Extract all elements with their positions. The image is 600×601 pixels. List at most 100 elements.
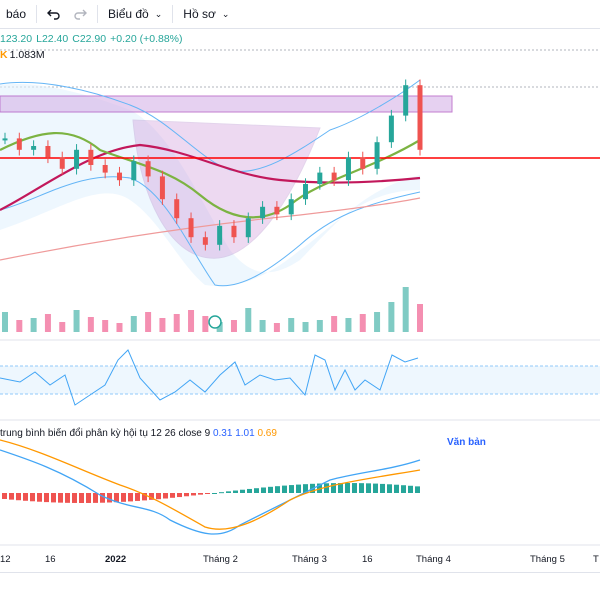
resistance-zone (0, 95, 453, 113)
volume-bar (402, 287, 409, 332)
time-axis-label: T (593, 554, 599, 565)
volume-bar (44, 314, 51, 332)
earnings-marker (208, 315, 222, 329)
macd-histogram-bar (65, 493, 70, 503)
macd-histogram-bar (345, 483, 350, 493)
alert-menu[interactable]: báo (0, 0, 32, 28)
macd-line (0, 449, 421, 535)
macd-histogram-bar (219, 492, 224, 494)
volume-bar (259, 320, 266, 332)
macd-histogram-bar (366, 483, 371, 493)
macd-histogram-bar (128, 493, 133, 502)
volume-bar (417, 304, 423, 332)
macd-legend: trung bình biến đổi phân kỳ hội tụ 12 26… (0, 428, 277, 439)
ohlc-close: C22.90 (72, 33, 107, 45)
macd-histogram-bar (261, 487, 266, 493)
macd-histogram-bar (142, 493, 147, 501)
top-toolbar: báo Biểu đồ ⌄ Hồ sơ ⌄ (0, 0, 600, 29)
bollinger-band-fill (0, 84, 420, 286)
time-axis-label: Tháng 5 (530, 554, 565, 565)
candle-body (174, 199, 180, 219)
ma-green-line (0, 131, 421, 219)
macd-histogram-bar (240, 489, 245, 493)
volume-bar (316, 320, 323, 332)
chart-menu[interactable]: Biểu đồ ⌄ (102, 0, 168, 28)
macd-histogram-bar (359, 483, 364, 493)
volume-bar (331, 316, 338, 332)
macd-histogram-bar (282, 485, 287, 493)
candle-body (102, 165, 108, 173)
macd-histogram (2, 483, 420, 503)
macd-title: trung bình biến đổi phân kỳ hội tụ 12 26… (0, 428, 211, 439)
candle-body (245, 218, 251, 238)
chart-canvas[interactable] (0, 28, 600, 556)
rsi-line (0, 349, 419, 406)
macd-histogram-bar (212, 493, 217, 494)
candle-body (131, 161, 137, 181)
candle-body (202, 237, 208, 245)
macd-histogram-bar (156, 493, 161, 500)
profile-menu[interactable]: Hồ sơ ⌄ (177, 0, 235, 28)
undo-button[interactable] (41, 0, 67, 28)
volume-bar (273, 323, 280, 332)
macd-histogram-bar (51, 493, 56, 503)
macd-histogram-bar (331, 483, 336, 493)
volume-bar (188, 310, 195, 332)
macd-histogram-bar (226, 491, 231, 493)
candle-body (217, 225, 223, 245)
volume-label: K (0, 49, 8, 61)
volume-bar (87, 317, 94, 332)
macd-histogram-bar (79, 493, 84, 503)
ohlc-legend: 123.20 L22.40 C22.90 +0.20 (+0.88%) (0, 33, 187, 45)
undo-icon (47, 9, 60, 20)
candle-body (2, 138, 8, 141)
time-axis-label: 2022 (105, 554, 127, 565)
volume-bar (116, 323, 123, 332)
volume-bar (102, 320, 109, 332)
macd-histogram-bar (163, 493, 168, 499)
bollinger-lower (0, 176, 421, 287)
macd-histogram-bar (191, 493, 196, 496)
macd-histogram-bar (107, 493, 112, 503)
macd-histogram-bar (23, 493, 28, 501)
candle-body (16, 138, 22, 150)
macd-value-2: 1.01 (235, 428, 255, 439)
toolbar-divider (36, 5, 38, 23)
candle-body (231, 225, 237, 238)
macd-histogram-bar (394, 484, 399, 493)
volume-bar (288, 318, 295, 332)
candle-body (260, 206, 266, 219)
alert-menu-label: báo (6, 7, 27, 21)
chart-menu-label: Biểu đồ (108, 7, 149, 21)
macd-histogram-bar (233, 490, 238, 493)
volume-bar (245, 308, 252, 332)
volume-bar (345, 318, 352, 332)
time-axis-label: Tháng 2 (203, 554, 238, 565)
candle-body (303, 184, 309, 200)
time-axis-label: 12 (0, 554, 11, 565)
candle-body (403, 85, 409, 116)
text-annotation[interactable]: Văn bản (447, 437, 486, 448)
candle-body (274, 206, 280, 215)
volume-bar (230, 320, 237, 332)
redo-button[interactable] (67, 0, 93, 28)
macd-histogram-bar (30, 493, 35, 502)
time-axis-label: Tháng 4 (416, 554, 451, 565)
candle-body (345, 157, 351, 181)
macd-histogram-bar (401, 485, 406, 493)
bottom-bar (0, 572, 600, 601)
macd-histogram-bar (247, 488, 252, 493)
macd-histogram-bar (408, 485, 413, 493)
macd-histogram-bar (338, 483, 343, 493)
macd-histogram-bar (86, 493, 91, 503)
candle-body (388, 115, 394, 143)
volume-bar (388, 302, 395, 332)
ma-red-line (0, 143, 421, 211)
candle-body (88, 149, 94, 165)
volume-bar (30, 318, 37, 332)
volume-legend: K 1.083M (0, 49, 49, 61)
ohlc-high: 123.20 (0, 33, 33, 45)
volume-bar (59, 322, 66, 332)
candle-body (45, 146, 51, 158)
macd-histogram-bar (2, 493, 7, 499)
